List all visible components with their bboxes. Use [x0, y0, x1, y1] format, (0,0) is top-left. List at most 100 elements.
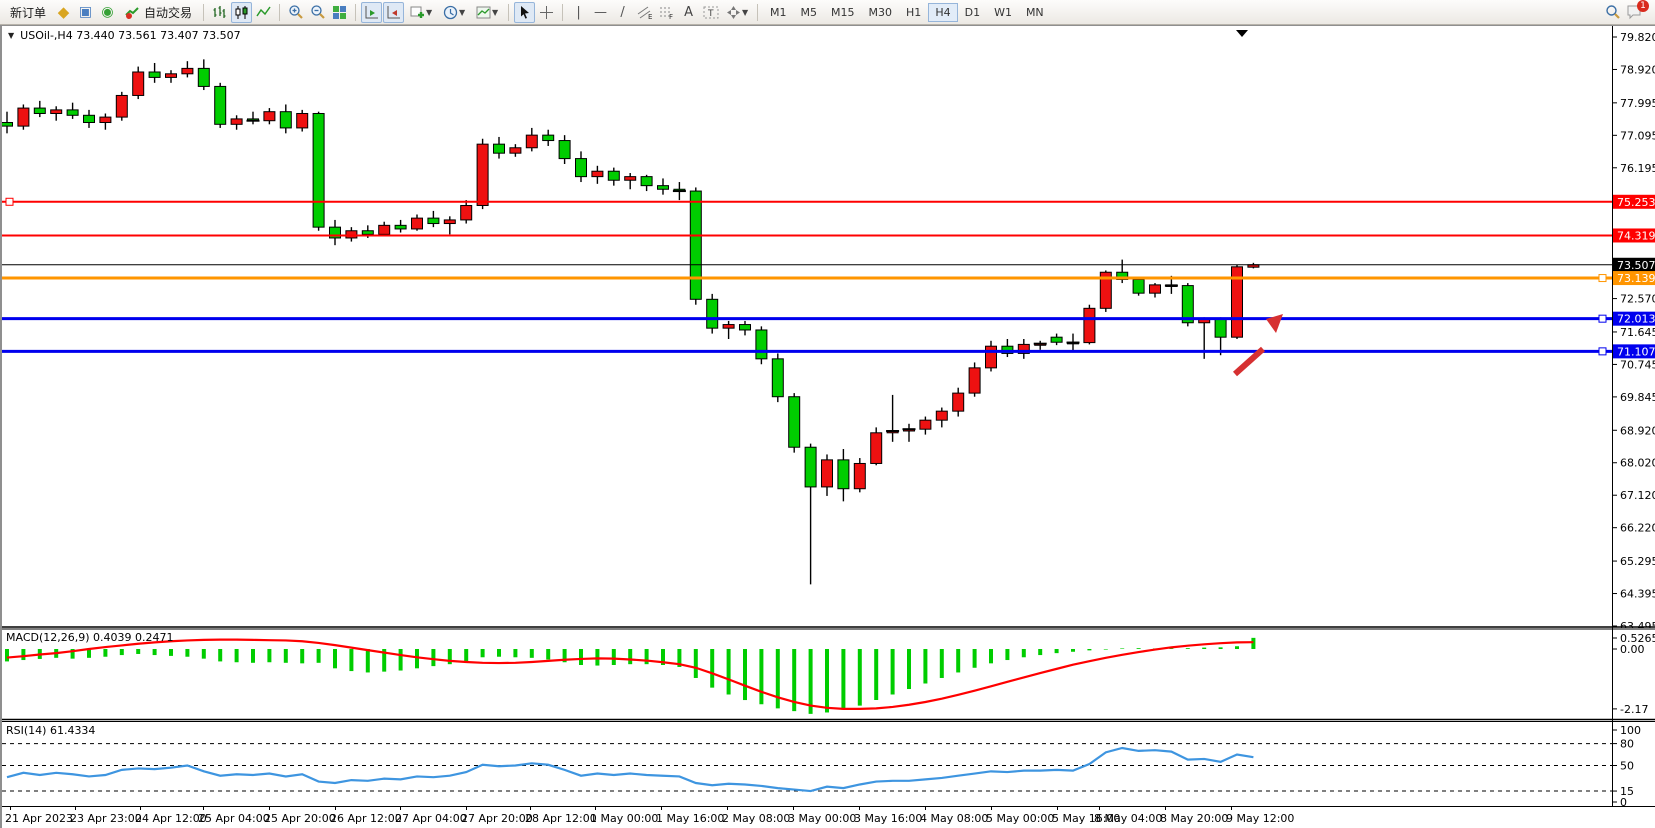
- time-tick: [530, 807, 531, 810]
- arrows-icon[interactable]: ▼: [722, 2, 752, 23]
- channel-icon[interactable]: E: [634, 2, 655, 23]
- time-axis[interactable]: 21 Apr 2023 23 Apr 23:00 24 Apr 12:00 25 Ap…: [2, 806, 1655, 828]
- timeframe-MN[interactable]: MN: [1025, 5, 1044, 19]
- price-chart[interactable]: 79.820 78.920 77.995 77.095 76.195 72.570 71.6…: [2, 26, 1655, 628]
- trend-arrow-annotation[interactable]: [1233, 314, 1283, 377]
- time-tick: [335, 807, 336, 810]
- macd-histogram: [5, 637, 1256, 714]
- price-tick: 65.295: [1620, 555, 1655, 568]
- horizontal-line-icon[interactable]: —: [594, 4, 608, 20]
- text-icon[interactable]: A: [684, 4, 693, 20]
- crosshair-icon[interactable]: [536, 2, 557, 23]
- timeframe-M1[interactable]: M1: [770, 5, 787, 19]
- trendline-icon[interactable]: /: [620, 4, 625, 20]
- timeframe-H1[interactable]: H1: [906, 5, 922, 19]
- candle: [296, 112, 309, 129]
- svg-text:F: F: [669, 13, 673, 20]
- line-handle[interactable]: [1598, 314, 1607, 323]
- zoom-in-icon[interactable]: [285, 2, 306, 23]
- macd-tick: 0.00: [1620, 643, 1645, 656]
- candle: [935, 410, 948, 421]
- macd-signal-line: [6, 638, 1254, 710]
- templates-icon[interactable]: ▼: [471, 2, 503, 23]
- new-order-button[interactable]: 新订单: [4, 2, 52, 23]
- candle: [476, 143, 489, 206]
- candle: [853, 462, 866, 490]
- add-indicator-icon[interactable]: ▼: [405, 2, 437, 23]
- vertical-line-icon[interactable]: |: [576, 4, 581, 20]
- time-tick: [75, 807, 76, 810]
- candle: [165, 73, 177, 78]
- time-label: 4 May 08:00: [920, 812, 989, 825]
- tile-windows-icon[interactable]: [329, 2, 350, 23]
- autotrading-label: 自动交易: [144, 5, 193, 20]
- chart-shift-icon[interactable]: [383, 1, 405, 23]
- line-handle[interactable]: [5, 197, 14, 206]
- collapse-icon[interactable]: ▼: [8, 31, 15, 40]
- price-tick: 78.920: [1620, 63, 1655, 76]
- line-handle[interactable]: [1598, 347, 1607, 356]
- svg-text:72.013: 72.013: [1617, 313, 1655, 326]
- time-label: 23 Apr 23:00: [70, 812, 142, 825]
- candle: [607, 170, 620, 181]
- signals-icon[interactable]: ◉: [101, 4, 114, 20]
- price-tick: 76.195: [1620, 162, 1655, 175]
- candle: [132, 71, 145, 96]
- macd-label: MACD(12,26,9) 0.4039 0.2471: [6, 631, 174, 644]
- candle: [788, 396, 801, 448]
- chart-title-bar[interactable]: ▼ USOil-,H4 73.440 73.561 73.407 73.507: [8, 29, 241, 42]
- timeframe-M15[interactable]: M15: [831, 5, 855, 19]
- time-label: 24 Apr 12:00: [135, 812, 207, 825]
- price-tick: 68.920: [1620, 424, 1655, 437]
- auto-scroll-icon[interactable]: [361, 1, 383, 23]
- time-label: 27 Apr 04:00: [395, 812, 467, 825]
- timeframe-H4[interactable]: H4: [928, 2, 958, 22]
- price-axis[interactable]: 79.820 78.920 77.995 77.095 76.195 72.570 71.6…: [1612, 31, 1655, 628]
- svg-text:E: E: [648, 13, 652, 20]
- time-tick: [203, 807, 204, 810]
- time-tick: [269, 807, 270, 810]
- market-watch-icon[interactable]: ◆: [57, 3, 70, 21]
- candle: [870, 432, 883, 464]
- timeframe-M30[interactable]: M30: [868, 5, 893, 19]
- bar-chart-icon[interactable]: [209, 2, 230, 23]
- timeframe-M5[interactable]: M5: [800, 5, 818, 19]
- candle: [722, 324, 735, 329]
- line-handle[interactable]: [1598, 274, 1607, 283]
- rsi-tick: 80: [1620, 738, 1634, 751]
- label-icon[interactable]: T: [700, 2, 721, 23]
- fibonacci-icon[interactable]: F: [656, 2, 677, 23]
- search-icon[interactable]: [1602, 2, 1623, 23]
- navigator-icon[interactable]: ▣: [78, 4, 93, 20]
- time-label: 25 Apr 20:00: [264, 812, 336, 825]
- candlestick-chart-icon[interactable]: [231, 1, 253, 23]
- timeframe-buttons: M1 M5 M15 M30 H1 H4 D1 W1 MN: [763, 2, 1051, 22]
- shift-marker-icon: [1236, 30, 1248, 37]
- toolbar-separator: [355, 3, 357, 21]
- timeframe-D1[interactable]: D1: [964, 5, 981, 19]
- time-label: 27 Apr 20:00: [461, 812, 533, 825]
- timeframe-W1[interactable]: W1: [994, 5, 1012, 19]
- autotrading-button[interactable]: 自动交易: [119, 2, 198, 23]
- toolbar-separator: [508, 3, 510, 21]
- time-tick: [140, 807, 141, 810]
- time-tick: [925, 807, 926, 810]
- time-label: 8 May 20:00: [1160, 812, 1229, 825]
- candle: [411, 217, 423, 230]
- candle: [83, 114, 95, 124]
- main-toolbar: 新订单 ◆ ▣ ◉ 自动交易 ▼ ▼ ▼: [0, 0, 1655, 25]
- zoom-out-icon[interactable]: [307, 2, 328, 23]
- periods-icon[interactable]: ▼: [438, 2, 470, 23]
- cursor-icon[interactable]: [514, 1, 536, 23]
- time-tick: [991, 807, 992, 810]
- chevron-down-icon: ▼: [425, 7, 433, 17]
- candle: [214, 85, 227, 125]
- chat-icon[interactable]: 1: [1624, 0, 1649, 23]
- candle: [230, 118, 243, 125]
- line-chart-icon[interactable]: [253, 2, 274, 23]
- time-label: 5 May 16:00: [1052, 812, 1121, 825]
